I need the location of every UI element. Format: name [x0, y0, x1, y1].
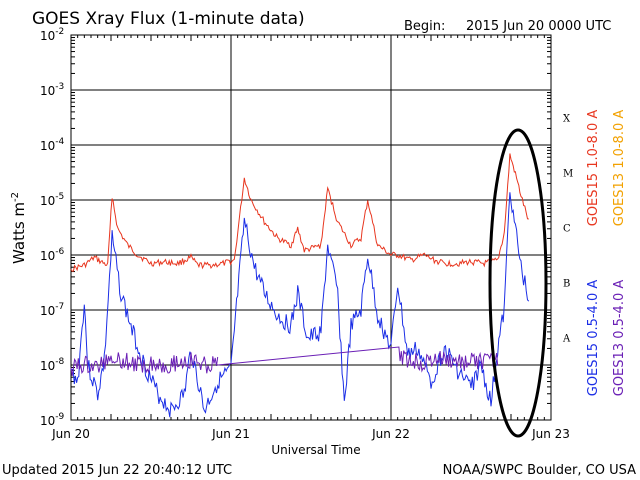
flare-class-label: A	[562, 334, 571, 345]
y-tick-label: 10-7	[40, 302, 64, 318]
x-tick-labels: Jun 20 Jun 21 Jun 22 Jun 23	[51, 427, 570, 441]
y-tick-label: 10-2	[40, 27, 64, 43]
x-tick-label: Jun 23	[531, 427, 570, 441]
updated-timestamp: Updated 2015 Jun 22 20:40:12 UTC	[2, 463, 232, 478]
flare-class-label: C	[563, 224, 571, 235]
chart-title: GOES Xray Flux (1-minute data)	[32, 9, 305, 29]
y-tick-base: 10	[40, 139, 55, 153]
legend-short-wave: GOES15 0.5-4.0 A GOES13 0.5-4.0 A	[586, 280, 627, 397]
y-tick-exponent: -7	[55, 302, 64, 312]
legend-entry: GOES15 0.5-4.0 A	[586, 280, 601, 397]
flare-highlight-ellipse	[488, 128, 548, 438]
y-tick-exponent: -9	[55, 412, 64, 422]
y-tick-exponent: -8	[55, 357, 64, 367]
y-tick-label: 10-9	[40, 412, 65, 428]
y-tick-label: 10-6	[40, 247, 65, 263]
flare-class-label: B	[563, 279, 570, 290]
y-tick-label: 10-3	[40, 82, 64, 98]
legend-entry: GOES13 1.0-8.0 A	[612, 110, 627, 227]
y-tick-label: 10-5	[40, 192, 64, 208]
x-tick-label: Jun 20	[51, 427, 90, 441]
y-tick-base: 10	[40, 249, 55, 263]
y-axis-label-text: Watts m	[10, 202, 28, 264]
series-line	[70, 192, 530, 418]
x-tick-label: Jun 21	[211, 427, 250, 441]
y-tick-base: 10	[40, 84, 55, 98]
x-tick-label: Jun 22	[371, 427, 410, 441]
y-tick-base: 10	[40, 304, 55, 318]
series-line	[70, 346, 499, 376]
legend-entry: GOES13 0.5-4.0 A	[612, 280, 627, 397]
y-tick-base: 10	[40, 359, 55, 373]
flare-class-label: X	[563, 114, 571, 125]
legend-long-wave: GOES15 1.0-8.0 A GOES13 1.0-8.0 A	[586, 110, 627, 227]
series-line	[70, 153, 529, 272]
y-tick-exponent: -2	[55, 27, 64, 37]
y-tick-base: 10	[40, 194, 55, 208]
y-tick-base: 10	[40, 414, 55, 428]
y-tick-label: 10-8	[40, 357, 65, 373]
begin-label: Begin:	[404, 19, 445, 34]
y-tick-labels: 10-210-310-410-510-610-710-810-9	[40, 27, 65, 428]
flare-class-labels: X M C B A	[562, 114, 573, 345]
y-tick-exponent: -6	[55, 247, 64, 257]
legend-entry: GOES15 1.0-8.0 A	[586, 110, 601, 227]
y-tick-exponent: -3	[55, 82, 64, 92]
credit-text: NOAA/SWPC Boulder, CO USA	[443, 463, 636, 478]
flare-class-label: M	[563, 169, 573, 180]
grid-layer	[71, 35, 551, 420]
begin-value: 2015 Jun 20 0000 UTC	[466, 19, 611, 34]
y-tick-label: 10-4	[40, 137, 65, 153]
y-axis-label: Watts m-2	[10, 192, 28, 264]
y-tick-base: 10	[40, 29, 55, 43]
x-axis-label: Universal Time	[271, 443, 360, 457]
series-layer	[70, 153, 530, 418]
y-tick-exponent: -5	[55, 192, 64, 202]
y-axis-label-exponent: -2	[10, 192, 21, 202]
y-tick-exponent: -4	[55, 137, 64, 147]
